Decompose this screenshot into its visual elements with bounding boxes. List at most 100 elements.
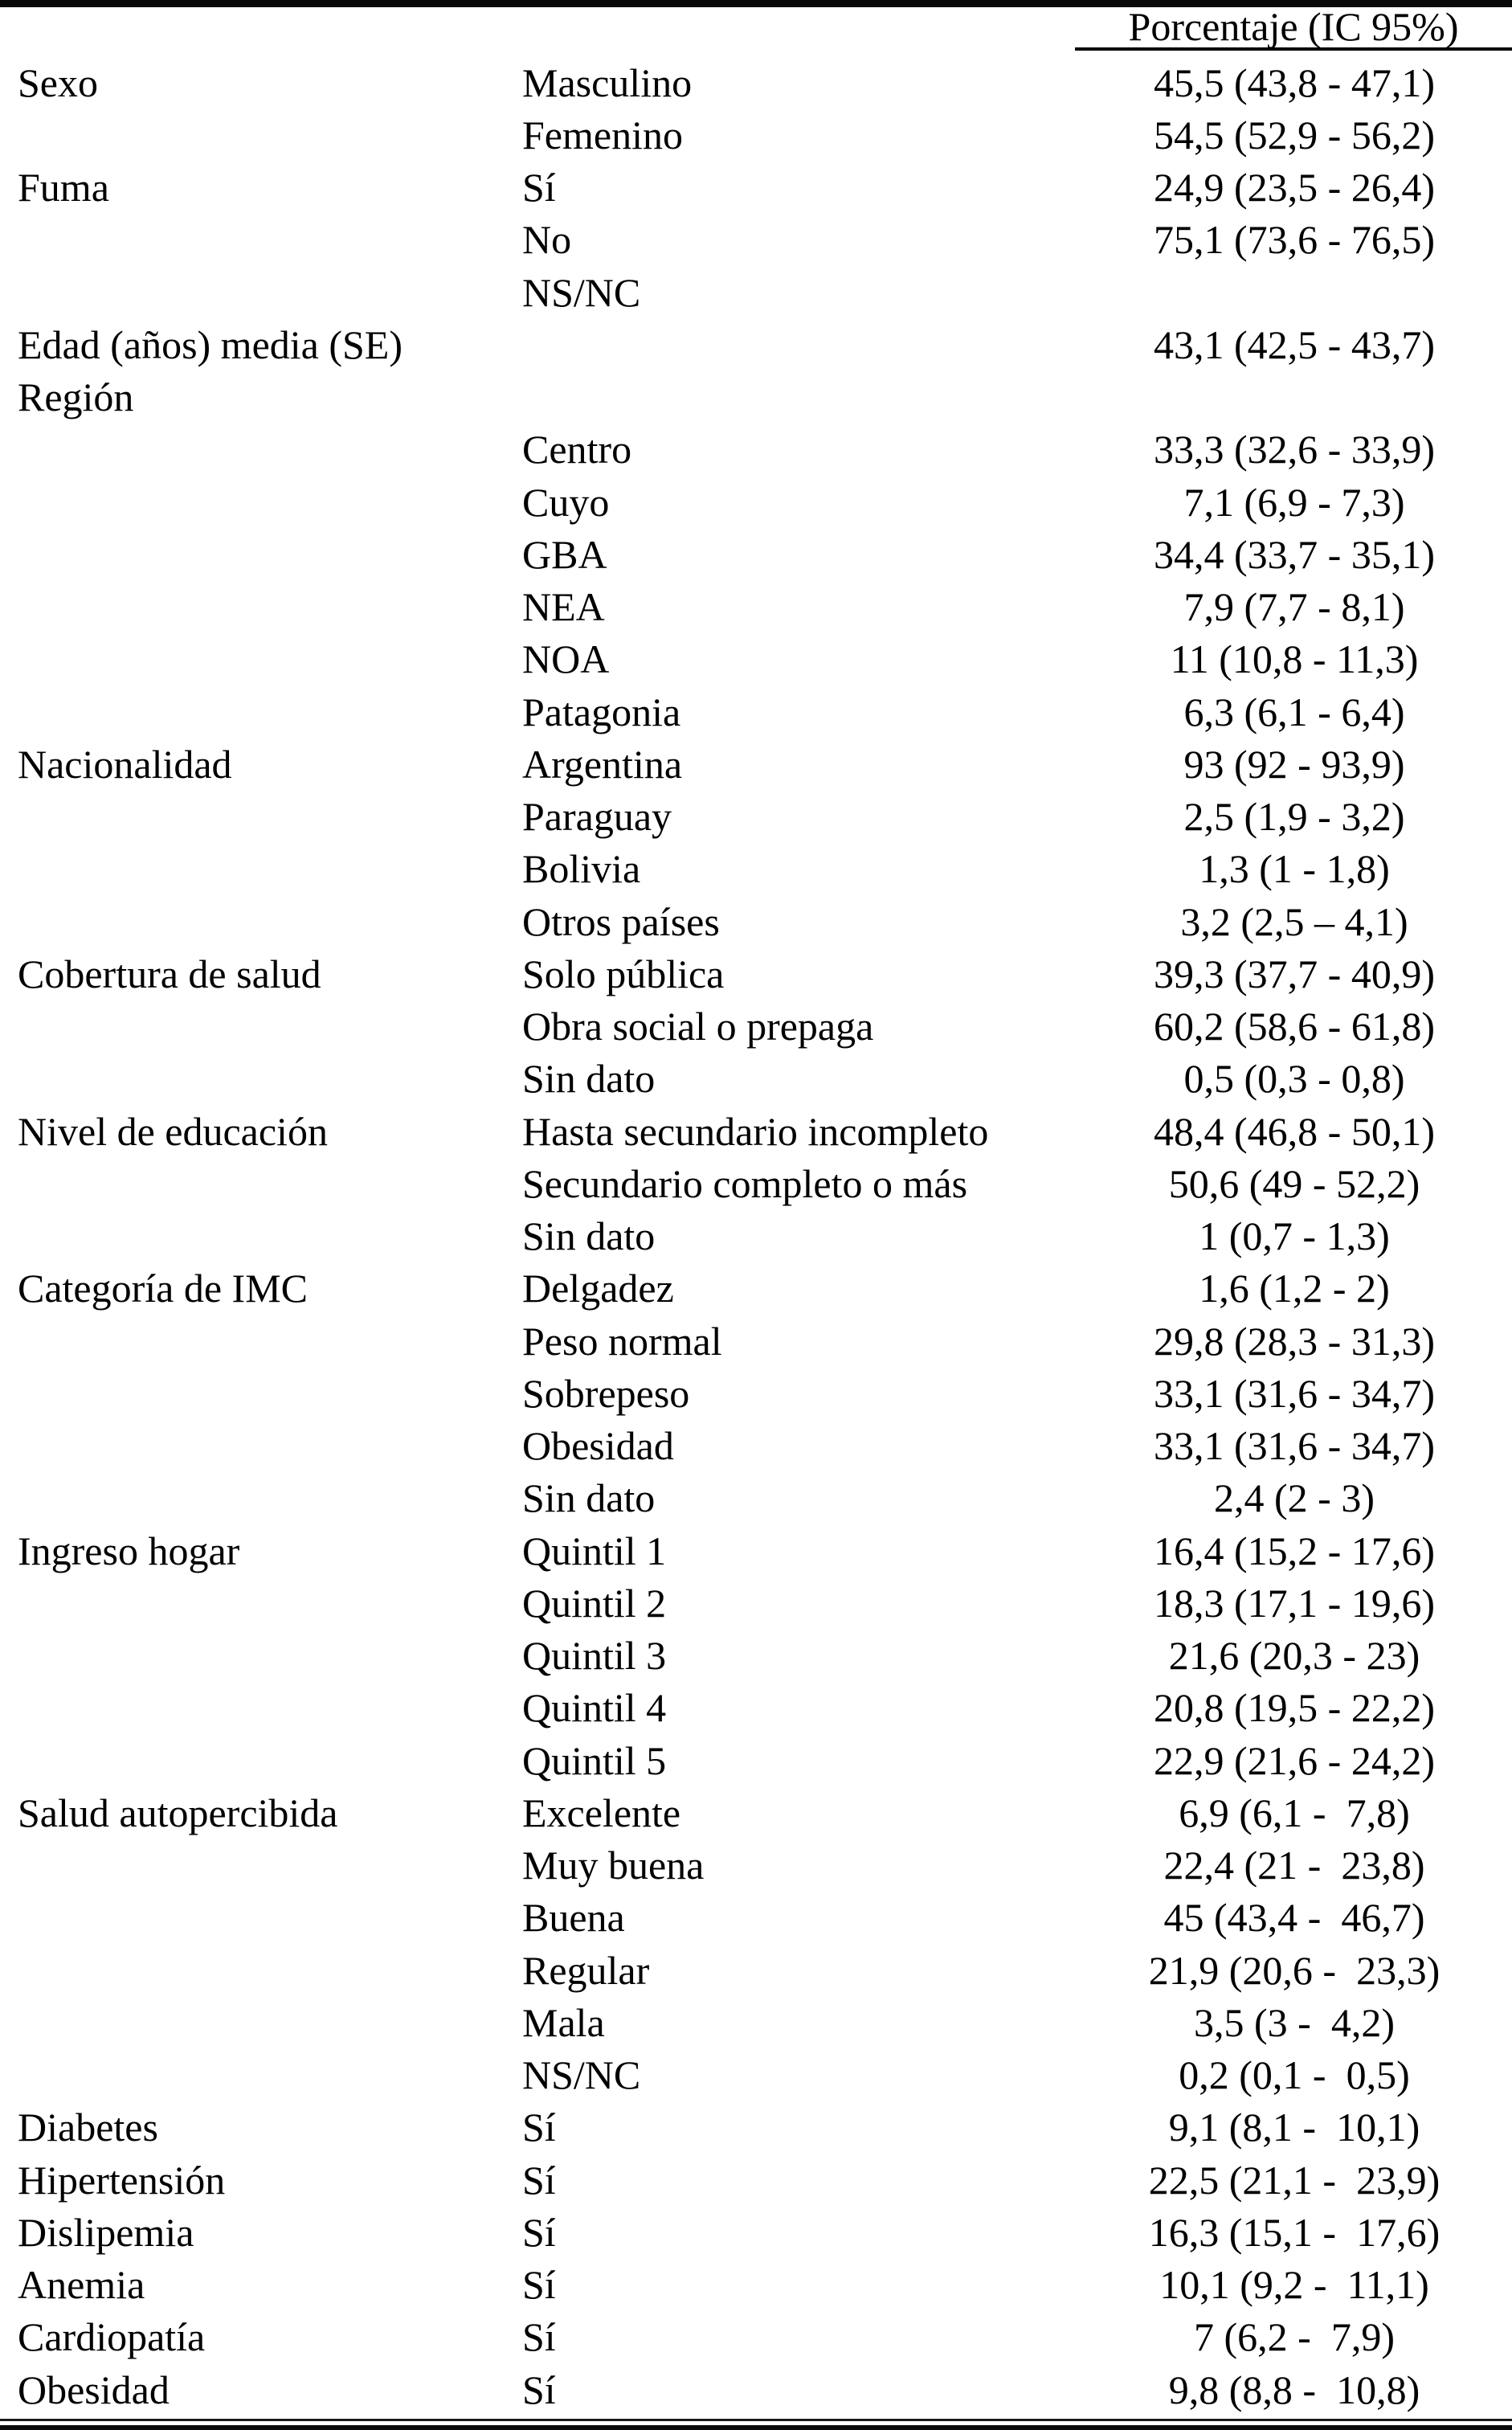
table-row: Categoría de IMC Delgadez 1,6 (1,2 - 2) [0,1262,1512,1315]
row-category: Cardiopatía [18,2314,206,2360]
row-category: Hipertensión [18,2157,226,2203]
table-row: NOA 11 (10,8 - 11,3) [0,633,1512,685]
table-bottom-border-thin [0,2419,1512,2421]
row-category: Categoría de IMC [18,1266,309,1311]
table-row: Regular 21,9 (20,6 - 23,3) [0,1944,1512,1996]
table-row: Quintil 3 21,6 (20,3 - 23) [0,1630,1512,1682]
table-row: Otros países 3,2 (2,5 – 4,1) [0,895,1512,947]
row-subcategory: Paraguay [522,794,672,840]
row-value: 1,6 (1,2 - 2) [1199,1266,1390,1311]
row-category: Nacionalidad [18,741,232,787]
table-row: Obesidad 33,1 (31,6 - 34,7) [0,1420,1512,1472]
row-subcategory: Quintil 3 [522,1633,667,1679]
table-row: Sin dato 0,5 (0,3 - 0,8) [0,1053,1512,1105]
row-category: Fuma [18,165,109,211]
table-row: Peso normal 29,8 (28,3 - 31,3) [0,1315,1512,1367]
table-row: GBA 34,4 (33,7 - 35,1) [0,528,1512,580]
row-value: 7 (6,2 - 7,9) [1194,2314,1395,2360]
row-category: Región [18,374,134,420]
row-subcategory: Quintil 2 [522,1580,667,1626]
row-subcategory: Sin dato [522,1475,656,1521]
row-value: 22,9 (21,6 - 24,2) [1154,1737,1435,1783]
row-subcategory: Peso normal [522,1318,722,1364]
row-subcategory: Sin dato [522,1056,656,1102]
row-category: Edad (años) media (SE) [18,321,403,367]
row-value: 0,2 (0,1 - 0,5) [1179,2052,1410,2098]
row-subcategory: No [522,217,572,263]
row-value: 50,6 (49 - 52,2) [1168,1160,1420,1206]
row-subcategory: Regular [522,1947,650,1993]
row-subcategory: Quintil 1 [522,1528,667,1573]
table-bottom-border-thick [0,2425,1512,2430]
row-subcategory: Sí [522,2367,556,2412]
row-subcategory: Patagonia [522,689,681,734]
table-row: Obra social o prepaga 60,2 (58,6 - 61,8) [0,1000,1512,1053]
table-row: Cobertura de salud Solo pública 39,3 (37,7… [0,947,1512,1000]
row-value: 93 (92 - 93,9) [1183,741,1405,787]
row-subcategory: NS/NC [522,269,641,315]
row-value: 7,1 (6,9 - 7,3) [1183,479,1405,525]
table-row: Sin dato 1 (0,7 - 1,3) [0,1210,1512,1262]
row-subcategory: Sobrepeso [522,1370,690,1416]
row-subcategory: Bolivia [522,846,641,892]
row-value: 10,1 (9,2 - 11,1) [1159,2262,1429,2308]
row-subcategory: NOA [522,636,610,682]
table-row: NS/NC 0,2 (0,1 - 0,5) [0,2049,1512,2101]
row-category: Sexo [18,59,98,105]
row-value: 3,2 (2,5 – 4,1) [1180,898,1408,944]
table-row: Quintil 4 20,8 (19,5 - 22,2) [0,1682,1512,1734]
table-row: Nivel de educación Hasta secundario incom… [0,1105,1512,1157]
table-row: NS/NC [0,266,1512,318]
table-row: NEA 7,9 (7,7 - 8,1) [0,581,1512,633]
row-subcategory: Quintil 5 [522,1737,667,1783]
table-row: Sobrepeso 33,1 (31,6 - 34,7) [0,1367,1512,1419]
row-value: 60,2 (58,6 - 61,8) [1154,1004,1435,1049]
row-value: 54,5 (52,9 - 56,2) [1154,112,1435,158]
row-category: Anemia [18,2262,145,2308]
row-value: 33,1 (31,6 - 34,7) [1154,1423,1435,1469]
row-subcategory: GBA [522,531,607,577]
row-subcategory: NEA [522,584,605,630]
row-value: 21,6 (20,3 - 23) [1168,1633,1420,1679]
row-subcategory: Hasta secundario incompleto [522,1108,989,1154]
table-top-border [0,0,1512,7]
table-row: Salud autopercibida Excelente 6,9 (6,1 - 7… [0,1786,1512,1839]
row-value: 45 (43,4 - 46,7) [1163,1895,1425,1941]
table-row: Hipertensión Sí 22,5 (21,1 - 23,9) [0,2154,1512,2206]
row-category: Diabetes [18,2105,158,2150]
table-row: Anemia Sí 10,1 (9,2 - 11,1) [0,2259,1512,2311]
table-row: Centro 33,3 (32,6 - 33,9) [0,423,1512,476]
value-column-header: Porcentaje (IC 95%) [1075,4,1512,51]
row-subcategory: NS/NC [522,2052,641,2098]
row-value: 2,5 (1,9 - 3,2) [1183,794,1405,840]
row-subcategory: Sí [522,2157,556,2203]
table-row: Femenino 54,5 (52,9 - 56,2) [0,108,1512,161]
table-row: Cuyo 7,1 (6,9 - 7,3) [0,476,1512,528]
row-value: 34,4 (33,7 - 35,1) [1154,531,1435,577]
row-value: 9,8 (8,8 - 10,8) [1168,2367,1420,2412]
table-row: Muy buena 22,4 (21 - 23,8) [0,1839,1512,1892]
row-value: 33,3 (32,6 - 33,9) [1154,427,1435,472]
row-category: Salud autopercibida [18,1790,338,1835]
row-value: 20,8 (19,5 - 22,2) [1154,1685,1435,1731]
row-value: 2,4 (2 - 3) [1214,1475,1375,1521]
table-row: Obesidad Sí 9,8 (8,8 - 10,8) [0,2363,1512,2416]
row-category: Nivel de educación [18,1108,328,1154]
row-value: 22,4 (21 - 23,8) [1163,1843,1425,1888]
row-value: 16,3 (15,1 - 17,6) [1148,2209,1440,2255]
row-value: 0,5 (0,3 - 0,8) [1183,1056,1405,1102]
row-subcategory: Femenino [522,112,683,158]
row-subcategory: Obra social o prepaga [522,1004,874,1049]
table-row: Sexo Masculino 45,5 (43,8 - 47,1) [0,56,1512,108]
row-subcategory: Otros países [522,898,720,944]
table-row: Edad (años) media (SE) 43,1 (42,5 - 43,7) [0,318,1512,370]
row-value: 24,9 (23,5 - 26,4) [1154,165,1435,211]
row-subcategory: Buena [522,1895,625,1941]
table-row: Quintil 2 18,3 (17,1 - 19,6) [0,1577,1512,1629]
row-subcategory: Sí [522,2105,556,2150]
row-subcategory: Obesidad [522,1423,674,1469]
row-value: 33,1 (31,6 - 34,7) [1154,1370,1435,1416]
row-subcategory: Quintil 4 [522,1685,667,1731]
row-value: 6,3 (6,1 - 6,4) [1183,689,1405,734]
